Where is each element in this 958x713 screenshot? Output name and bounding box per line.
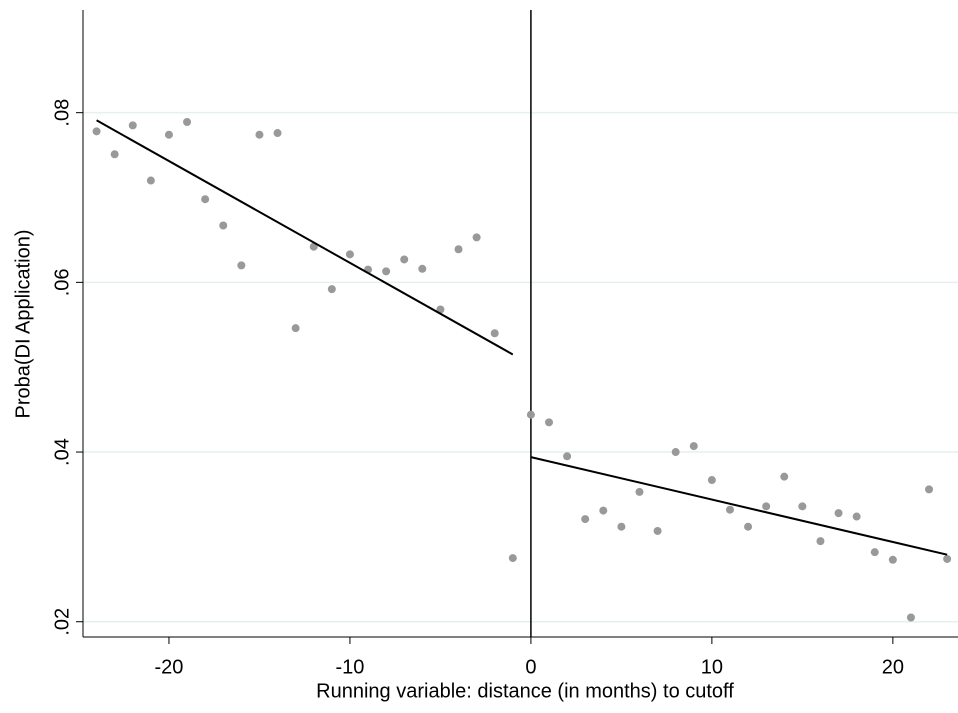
point [454, 245, 463, 254]
y-tick-label: .02 [51, 608, 73, 636]
point [273, 129, 282, 138]
point [762, 502, 771, 511]
point [255, 130, 264, 139]
point [943, 554, 952, 563]
point [852, 512, 861, 521]
point [707, 476, 716, 485]
point [599, 506, 608, 515]
point [689, 442, 698, 451]
point [490, 329, 499, 338]
point [418, 264, 427, 273]
point [201, 195, 210, 204]
x-tick-label: 0 [525, 656, 536, 678]
fit-line [530, 456, 948, 556]
point [798, 502, 807, 511]
point [183, 117, 192, 126]
y-tick-label: .08 [51, 99, 73, 127]
point [906, 613, 915, 622]
point [146, 176, 155, 185]
point [888, 555, 897, 564]
x-tick-label: 10 [701, 656, 723, 678]
point [128, 121, 137, 130]
point [744, 522, 753, 531]
point [291, 324, 300, 333]
point [327, 285, 336, 294]
x-tick-label: -20 [155, 656, 184, 678]
point [508, 554, 517, 563]
point [671, 448, 680, 457]
point [834, 509, 843, 518]
point [472, 233, 481, 242]
x-tick-label: 20 [882, 656, 904, 678]
point [345, 250, 354, 259]
point [563, 452, 572, 461]
point [545, 418, 554, 427]
point [92, 127, 101, 136]
point [925, 485, 934, 494]
y-tick-label: .04 [51, 438, 73, 466]
y-axis-label: Proba(DI Application) [12, 230, 34, 419]
point [164, 130, 173, 139]
point [780, 472, 789, 481]
fit-line [96, 119, 514, 356]
x-tick-label: -10 [335, 656, 364, 678]
point [725, 505, 734, 514]
point [635, 487, 644, 496]
point [617, 522, 626, 531]
point [237, 261, 246, 270]
point [816, 537, 825, 546]
point [110, 150, 119, 159]
point [581, 515, 590, 524]
y-tick-label: .06 [51, 268, 73, 296]
point [526, 410, 535, 419]
point [653, 526, 662, 535]
point [382, 267, 391, 276]
point [400, 255, 409, 264]
x-axis-label: Running variable: distance (in months) t… [316, 680, 734, 702]
point [219, 221, 228, 230]
point [870, 548, 879, 557]
